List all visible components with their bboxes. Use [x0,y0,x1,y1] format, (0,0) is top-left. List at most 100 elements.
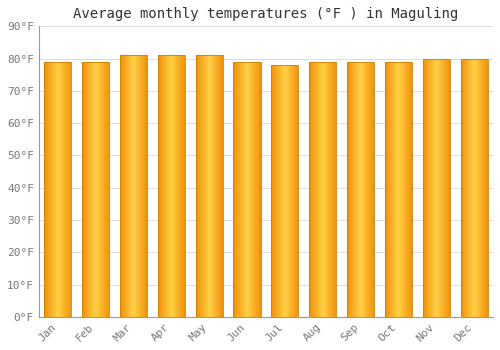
Bar [424,58,426,317]
Bar [92,62,93,317]
Bar [253,62,254,317]
Bar [99,62,100,317]
Bar [446,58,447,317]
Bar [63,62,64,317]
Bar [352,62,353,317]
Bar [462,58,463,317]
Bar [205,55,206,317]
Bar [431,58,432,317]
Bar [334,62,335,317]
Bar [174,55,176,317]
Bar [93,62,94,317]
Bar [388,62,389,317]
Bar [139,55,140,317]
Bar [272,65,274,317]
Bar [108,62,109,317]
Bar [401,62,402,317]
Bar [247,62,248,317]
Bar [309,62,310,317]
Bar [280,65,281,317]
Bar [166,55,167,317]
Bar [333,62,334,317]
Bar [209,55,210,317]
Bar [335,62,336,317]
Bar [478,58,479,317]
Bar [284,65,285,317]
Bar [66,62,68,317]
Bar [168,55,170,317]
Bar [234,62,236,317]
Bar [364,62,366,317]
Bar [162,55,163,317]
Bar [144,55,145,317]
Bar [442,58,443,317]
Bar [282,65,283,317]
Bar [126,55,128,317]
Bar [206,55,207,317]
Bar [432,58,433,317]
Bar [354,62,355,317]
Bar [318,62,320,317]
Bar [393,62,394,317]
Bar [183,55,184,317]
Bar [130,55,132,317]
Bar [408,62,410,317]
Bar [348,62,349,317]
Bar [97,62,98,317]
Bar [485,58,486,317]
Bar [254,62,255,317]
Bar [447,58,448,317]
Bar [472,58,473,317]
Bar [309,62,336,317]
Bar [250,62,251,317]
Bar [141,55,142,317]
Bar [146,55,147,317]
Bar [201,55,202,317]
Bar [440,58,441,317]
Bar [435,58,436,317]
Bar [366,62,368,317]
Bar [315,62,316,317]
Bar [437,58,438,317]
Bar [355,62,356,317]
Bar [88,62,89,317]
Bar [481,58,482,317]
Bar [128,55,130,317]
Bar [178,55,179,317]
Bar [448,58,449,317]
Bar [59,62,60,317]
Bar [258,62,260,317]
Bar [359,62,360,317]
Bar [483,58,484,317]
Bar [351,62,352,317]
Bar [311,62,312,317]
Bar [96,62,97,317]
Bar [353,62,354,317]
Bar [240,62,241,317]
Bar [285,65,286,317]
Bar [477,58,478,317]
Bar [397,62,398,317]
Bar [480,58,481,317]
Bar [320,62,322,317]
Bar [486,58,487,317]
Bar [198,55,199,317]
Bar [406,62,408,317]
Bar [102,62,103,317]
Bar [474,58,475,317]
Bar [324,62,325,317]
Bar [325,62,326,317]
Bar [176,55,178,317]
Bar [57,62,58,317]
Bar [479,58,480,317]
Bar [294,65,295,317]
Bar [60,62,61,317]
Bar [89,62,90,317]
Bar [276,65,278,317]
Bar [51,62,52,317]
Bar [434,58,435,317]
Bar [290,65,291,317]
Bar [372,62,373,317]
Bar [44,62,72,317]
Bar [167,55,168,317]
